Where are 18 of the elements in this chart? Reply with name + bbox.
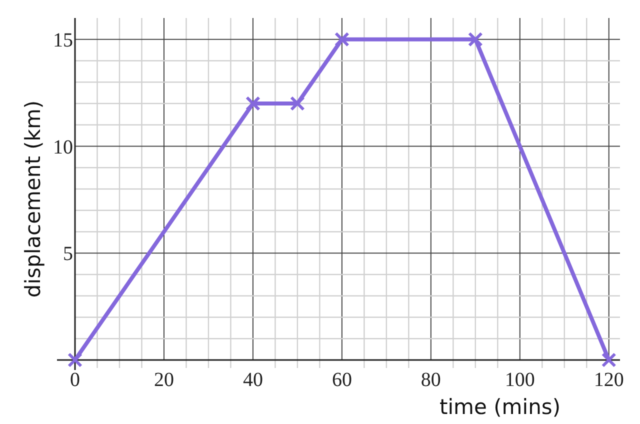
x-tick-label: 100	[504, 369, 535, 391]
point	[290, 96, 305, 111]
x-tick-label: 20	[154, 369, 174, 391]
x-tick-label: 120	[594, 369, 624, 391]
x-tick-label: 60	[332, 369, 352, 391]
x-tick-label: 40	[242, 369, 263, 391]
y-tick-label: 10	[53, 136, 73, 158]
y-axis-title: displacement (km)	[21, 100, 45, 298]
y-tick-label: 5	[63, 243, 73, 266]
point	[601, 352, 616, 368]
point	[245, 96, 260, 111]
x-axis-title: time (mins)	[439, 395, 561, 419]
x-tick-label: 80	[420, 369, 441, 391]
y-tick-label: 15	[53, 29, 73, 52]
x-tick-label: 0	[70, 369, 80, 391]
point	[68, 352, 82, 368]
point	[468, 32, 483, 47]
point	[334, 32, 350, 47]
